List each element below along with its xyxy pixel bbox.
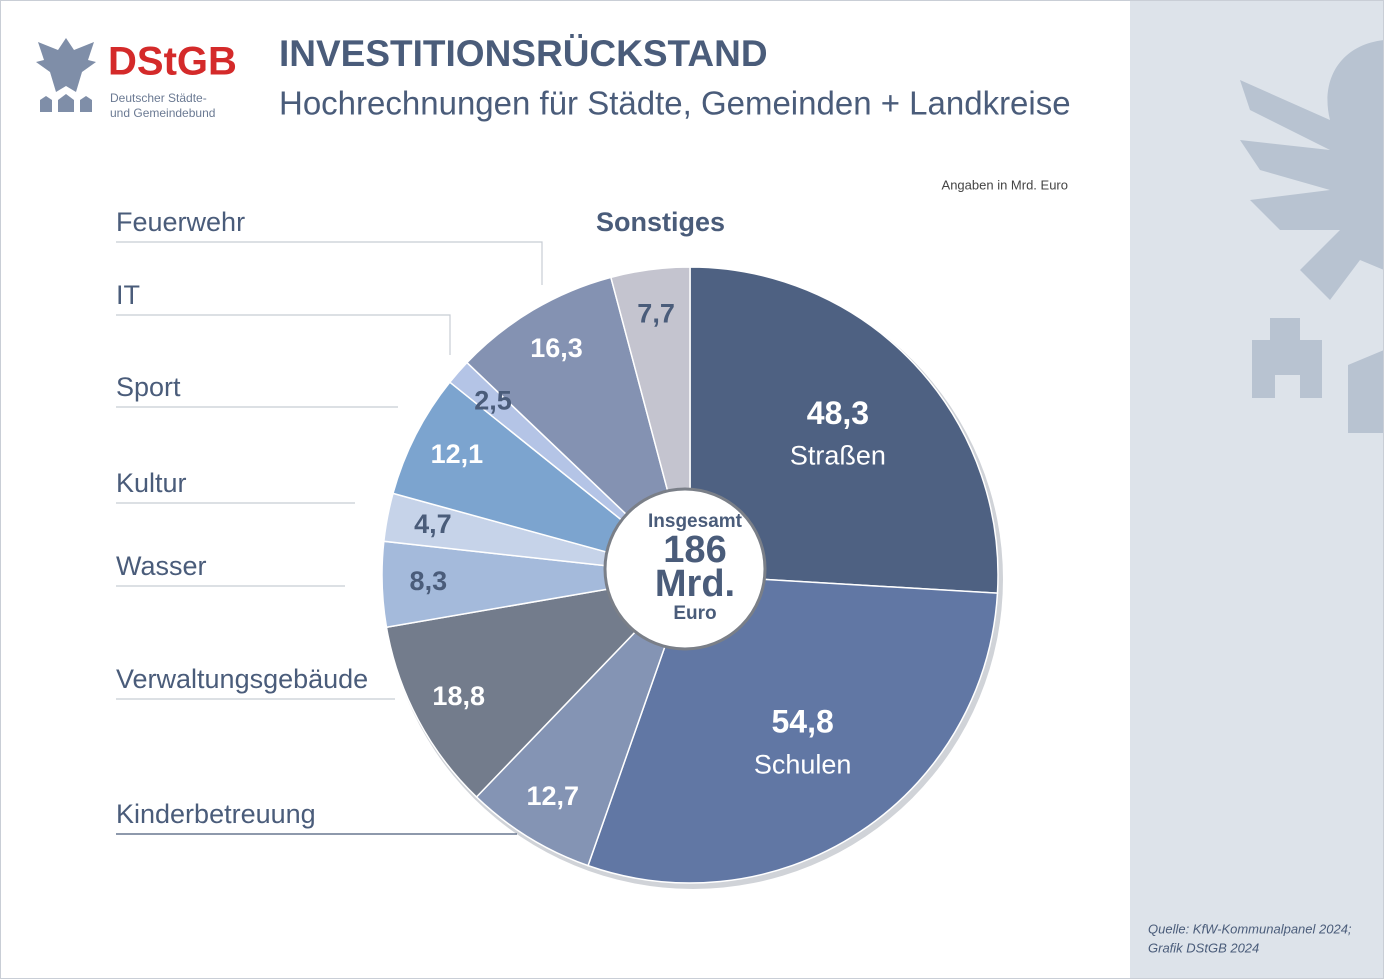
pie-slice bbox=[689, 266, 999, 594]
leader-line bbox=[116, 314, 451, 355]
value-label: 16,3 bbox=[530, 333, 583, 363]
pie-slice bbox=[465, 276, 692, 578]
category-label: IT bbox=[116, 280, 140, 310]
category-label: Feuerwehr bbox=[116, 207, 245, 237]
value-label: 54,8 bbox=[771, 704, 833, 740]
category-label: Kultur bbox=[116, 468, 187, 498]
logo-eagle bbox=[36, 38, 96, 92]
pie-slice bbox=[587, 574, 999, 884]
category-label: Wasser bbox=[116, 551, 207, 581]
logo: DStGB Deutscher Städte- und Gemeindebund bbox=[36, 38, 237, 120]
value-label: 48,3 bbox=[807, 395, 869, 431]
category-label: Sonstiges bbox=[596, 207, 725, 237]
value-label: 18,8 bbox=[432, 681, 485, 711]
center-circle bbox=[603, 487, 767, 651]
value-label: 12,1 bbox=[431, 439, 484, 469]
center-label: Insgesamt bbox=[648, 511, 743, 532]
slice-name: Schulen bbox=[754, 749, 852, 779]
pie-slice bbox=[475, 574, 691, 867]
logo-towers bbox=[40, 94, 92, 112]
center-total: 186 bbox=[663, 529, 726, 571]
eagle-decoration bbox=[1240, 40, 1384, 433]
value-label: 2,5 bbox=[474, 386, 512, 416]
slice-name: Straßen bbox=[790, 441, 886, 471]
value-label: 12,7 bbox=[526, 781, 579, 811]
category-label: Kinderbetreuung bbox=[116, 799, 316, 829]
logo-line: Deutscher Städte- bbox=[110, 91, 207, 105]
category-label: Sport bbox=[116, 372, 181, 402]
chart-subtitle: Hochrechnungen für Städte, Gemeinden + L… bbox=[279, 85, 1071, 122]
source: Grafik DStGB 2024 bbox=[1148, 940, 1259, 955]
value-label: 4,7 bbox=[414, 509, 452, 539]
leader-line bbox=[116, 241, 543, 285]
unit-note: Angaben in Mrd. Euro bbox=[942, 177, 1068, 192]
center-currency: Euro bbox=[673, 603, 716, 624]
source: Quelle: KfW-Kommunalpanel 2024; bbox=[1148, 921, 1352, 936]
category-label: Verwaltungsgebäude bbox=[116, 664, 368, 694]
labels: 48,3 Straßen 54,8 Schulen 12,7 18,8 8,3 4,7 12,1… bbox=[116, 207, 886, 835]
logo-line: und Gemeindebund bbox=[110, 106, 215, 120]
center-unit: Mrd. bbox=[655, 563, 735, 605]
value-label: 7,7 bbox=[637, 299, 675, 329]
pie-slice bbox=[385, 573, 693, 799]
logo-abbr: DStGB bbox=[108, 40, 237, 84]
value-label: 8,3 bbox=[410, 566, 448, 596]
chart-title: INVESTITIONSRÜCKSTAND bbox=[279, 33, 768, 74]
